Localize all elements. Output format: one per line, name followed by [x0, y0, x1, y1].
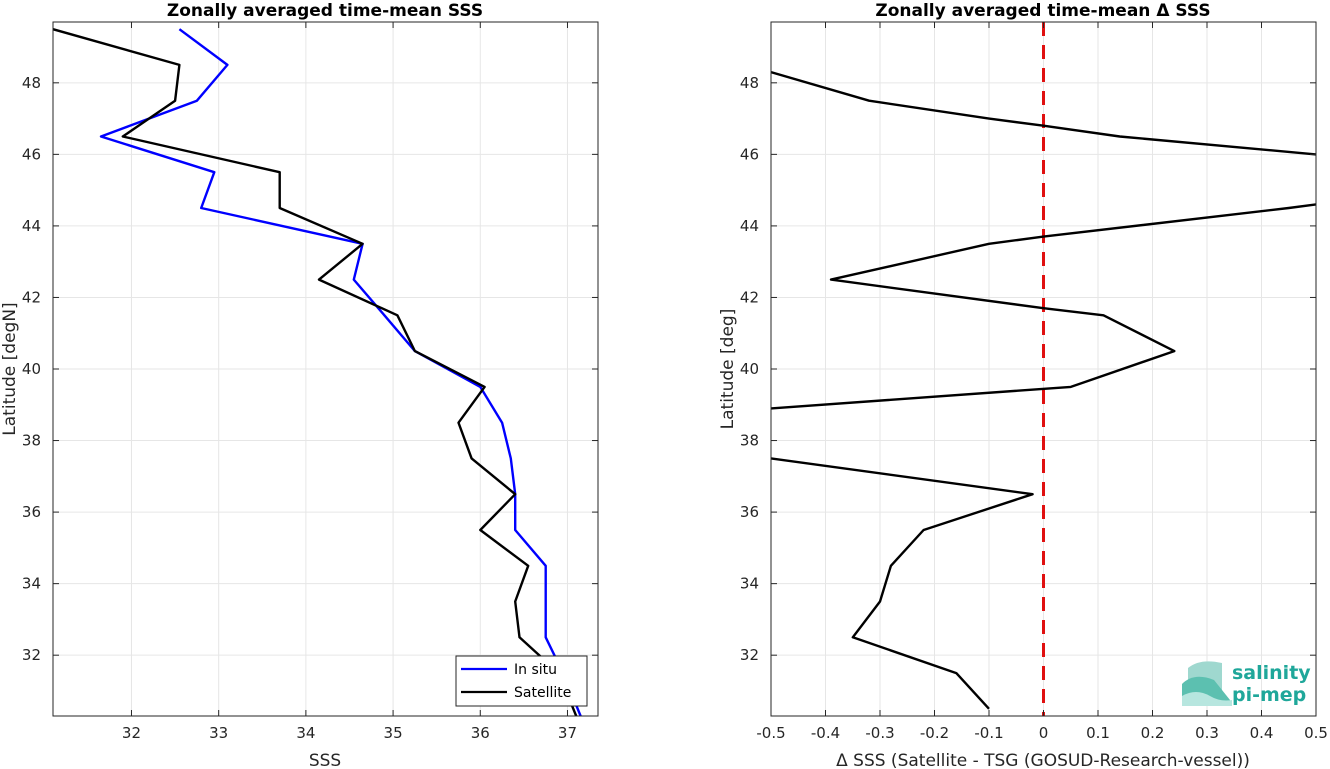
x-tick-label: -0.3: [865, 724, 894, 742]
y-tick-label: 36: [22, 503, 41, 521]
y-tick-label: 46: [740, 145, 759, 163]
y-tick-label: 32: [22, 646, 41, 664]
legend-in-situ-label: In situ: [514, 662, 557, 678]
y-tick-label: 46: [22, 145, 41, 163]
x-tick-label: 0.3: [1195, 724, 1219, 742]
y-tick-label: 48: [22, 74, 41, 92]
series-layer: [53, 28, 582, 716]
satellite-series-line: [53, 28, 578, 716]
legend: In situ Satellite: [455, 655, 588, 707]
tick-marks: [53, 22, 598, 716]
y-tick-label: 32: [740, 646, 759, 664]
x-tick-label: 0.5: [1304, 724, 1328, 742]
x-tick-label: -0.1: [974, 724, 1003, 742]
y-tick-label: 40: [22, 360, 41, 378]
x-tick-label: 34: [296, 724, 315, 742]
y-tick-label: 34: [22, 575, 41, 593]
x-tick-label: 36: [471, 724, 490, 742]
legend-satellite-label: Satellite: [514, 685, 571, 701]
x-tick-label: 33: [209, 724, 228, 742]
tick-labels: -0.5 -0.4 -0.3 -0.2 -0.1 0 0.1 0.2 0.3 0.4 0.5 32 34…: [740, 74, 1328, 742]
delta-sss-y-axis-label: Latitude [deg]: [718, 309, 738, 430]
x-tick-label: 0.2: [1141, 724, 1165, 742]
x-tick-label: 35: [384, 724, 403, 742]
y-tick-label: 42: [740, 288, 759, 306]
x-tick-label: 32: [122, 724, 141, 742]
series-layer: [771, 22, 1316, 716]
x-tick-label: -0.5: [756, 724, 785, 742]
sss-x-axis-label: SSS: [309, 751, 341, 769]
logo-wave-front: [1182, 692, 1232, 706]
x-tick-label: 0.1: [1086, 724, 1110, 742]
y-tick-label: 38: [740, 432, 759, 450]
y-tick-label: 36: [740, 503, 759, 521]
delta-sss-panel: -0.5 -0.4 -0.3 -0.2 -0.1 0 0.1 0.2 0.3 0.4 0.5 32 34…: [718, 1, 1328, 769]
x-tick-label: 37: [558, 724, 577, 742]
tick-marks: [770, 22, 1317, 716]
x-tick-label: -0.2: [920, 724, 949, 742]
delta-sss-x-axis-label: Δ SSS (Satellite - TSG (GOSUD-Research-v…: [836, 751, 1250, 769]
sss-chart-title: Zonally averaged time-mean SSS: [167, 1, 483, 21]
delta-sss-chart-title: Zonally averaged time-mean Δ SSS: [875, 1, 1210, 21]
y-tick-label: 34: [740, 575, 759, 593]
y-tick-label: 40: [740, 360, 759, 378]
sss-panel: 32 33 34 35 36 37 32 34 36 38 40 42 44 46 48 Zonally a…: [0, 1, 599, 769]
y-tick-label: 42: [22, 288, 41, 306]
sss-y-axis-label: Latitude [degN]: [0, 302, 20, 435]
y-tick-label: 38: [22, 432, 41, 450]
y-tick-label: 44: [740, 217, 759, 235]
grid-lines: [770, 22, 1317, 716]
x-tick-label: -0.4: [811, 724, 840, 742]
tick-labels: 32 33 34 35 36 37 32 34 36 38 40 42 44 46 48: [22, 74, 577, 742]
logo-text-salinity: salinity: [1232, 662, 1311, 684]
x-tick-label: 0.4: [1250, 724, 1274, 742]
x-tick-label: 0: [1039, 724, 1049, 742]
logo-text-pi-mep: pi-mep: [1232, 684, 1306, 706]
delta-sss-series-line: [771, 70, 1316, 710]
y-tick-label: 48: [740, 74, 759, 92]
legend-box: [455, 655, 588, 707]
y-tick-label: 44: [22, 217, 41, 235]
salinity-pi-mep-logo: salinity pi-mep: [1182, 661, 1311, 706]
